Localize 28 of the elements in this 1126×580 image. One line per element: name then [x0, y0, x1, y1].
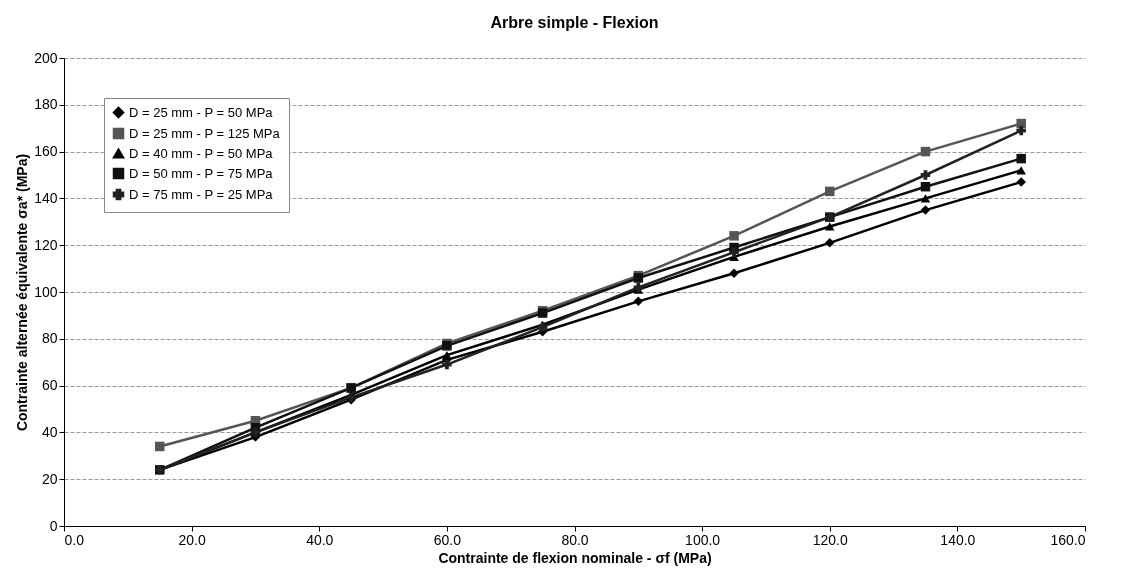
chart-title: Arbre simple - Flexion: [490, 14, 659, 31]
x-tick-label: 140.0: [940, 531, 976, 548]
x-tick-label: 160.0: [1050, 531, 1086, 548]
legend-label: D = 75 mm - P = 25 MPa: [129, 186, 274, 202]
y-tick-label: 40: [41, 423, 58, 440]
y-tick-label: 20: [41, 470, 58, 487]
x-tick-label: 20.0: [178, 531, 206, 548]
y-tick-label: 140: [34, 189, 58, 206]
legend-label: D = 25 mm - P = 125 MPa: [129, 125, 281, 141]
x-tick-label: 60.0: [433, 531, 462, 548]
x-tick-label: 0.0: [64, 531, 85, 548]
legend-label: D = 25 mm - P = 50 MPa: [129, 104, 274, 120]
y-tick-label: 60: [41, 377, 58, 394]
x-tick-label: 100.0: [685, 531, 721, 548]
legend-label: D = 50 mm - P = 75 MPa: [129, 165, 274, 181]
y-tick-label: 100: [34, 283, 58, 300]
y-tick-label: 0: [49, 517, 58, 534]
x-axis-title: Contrainte de flexion nominale - σf (MPa): [438, 549, 712, 566]
y-tick-label: 200: [34, 49, 58, 66]
y-axis-title: Contrainte alternée équivalente σa* (MPa): [14, 153, 31, 432]
x-tick-label: 40.0: [306, 531, 334, 548]
x-tick-label: 120.0: [812, 531, 848, 548]
x-tick-label: 80.0: [561, 531, 589, 548]
y-tick-label: 120: [34, 236, 58, 253]
legend-label: D = 40 mm - P = 50 MPa: [129, 145, 274, 161]
y-tick-label: 160: [34, 143, 58, 160]
y-tick-label: 180: [34, 96, 58, 113]
y-tick-label: 80: [41, 330, 58, 347]
